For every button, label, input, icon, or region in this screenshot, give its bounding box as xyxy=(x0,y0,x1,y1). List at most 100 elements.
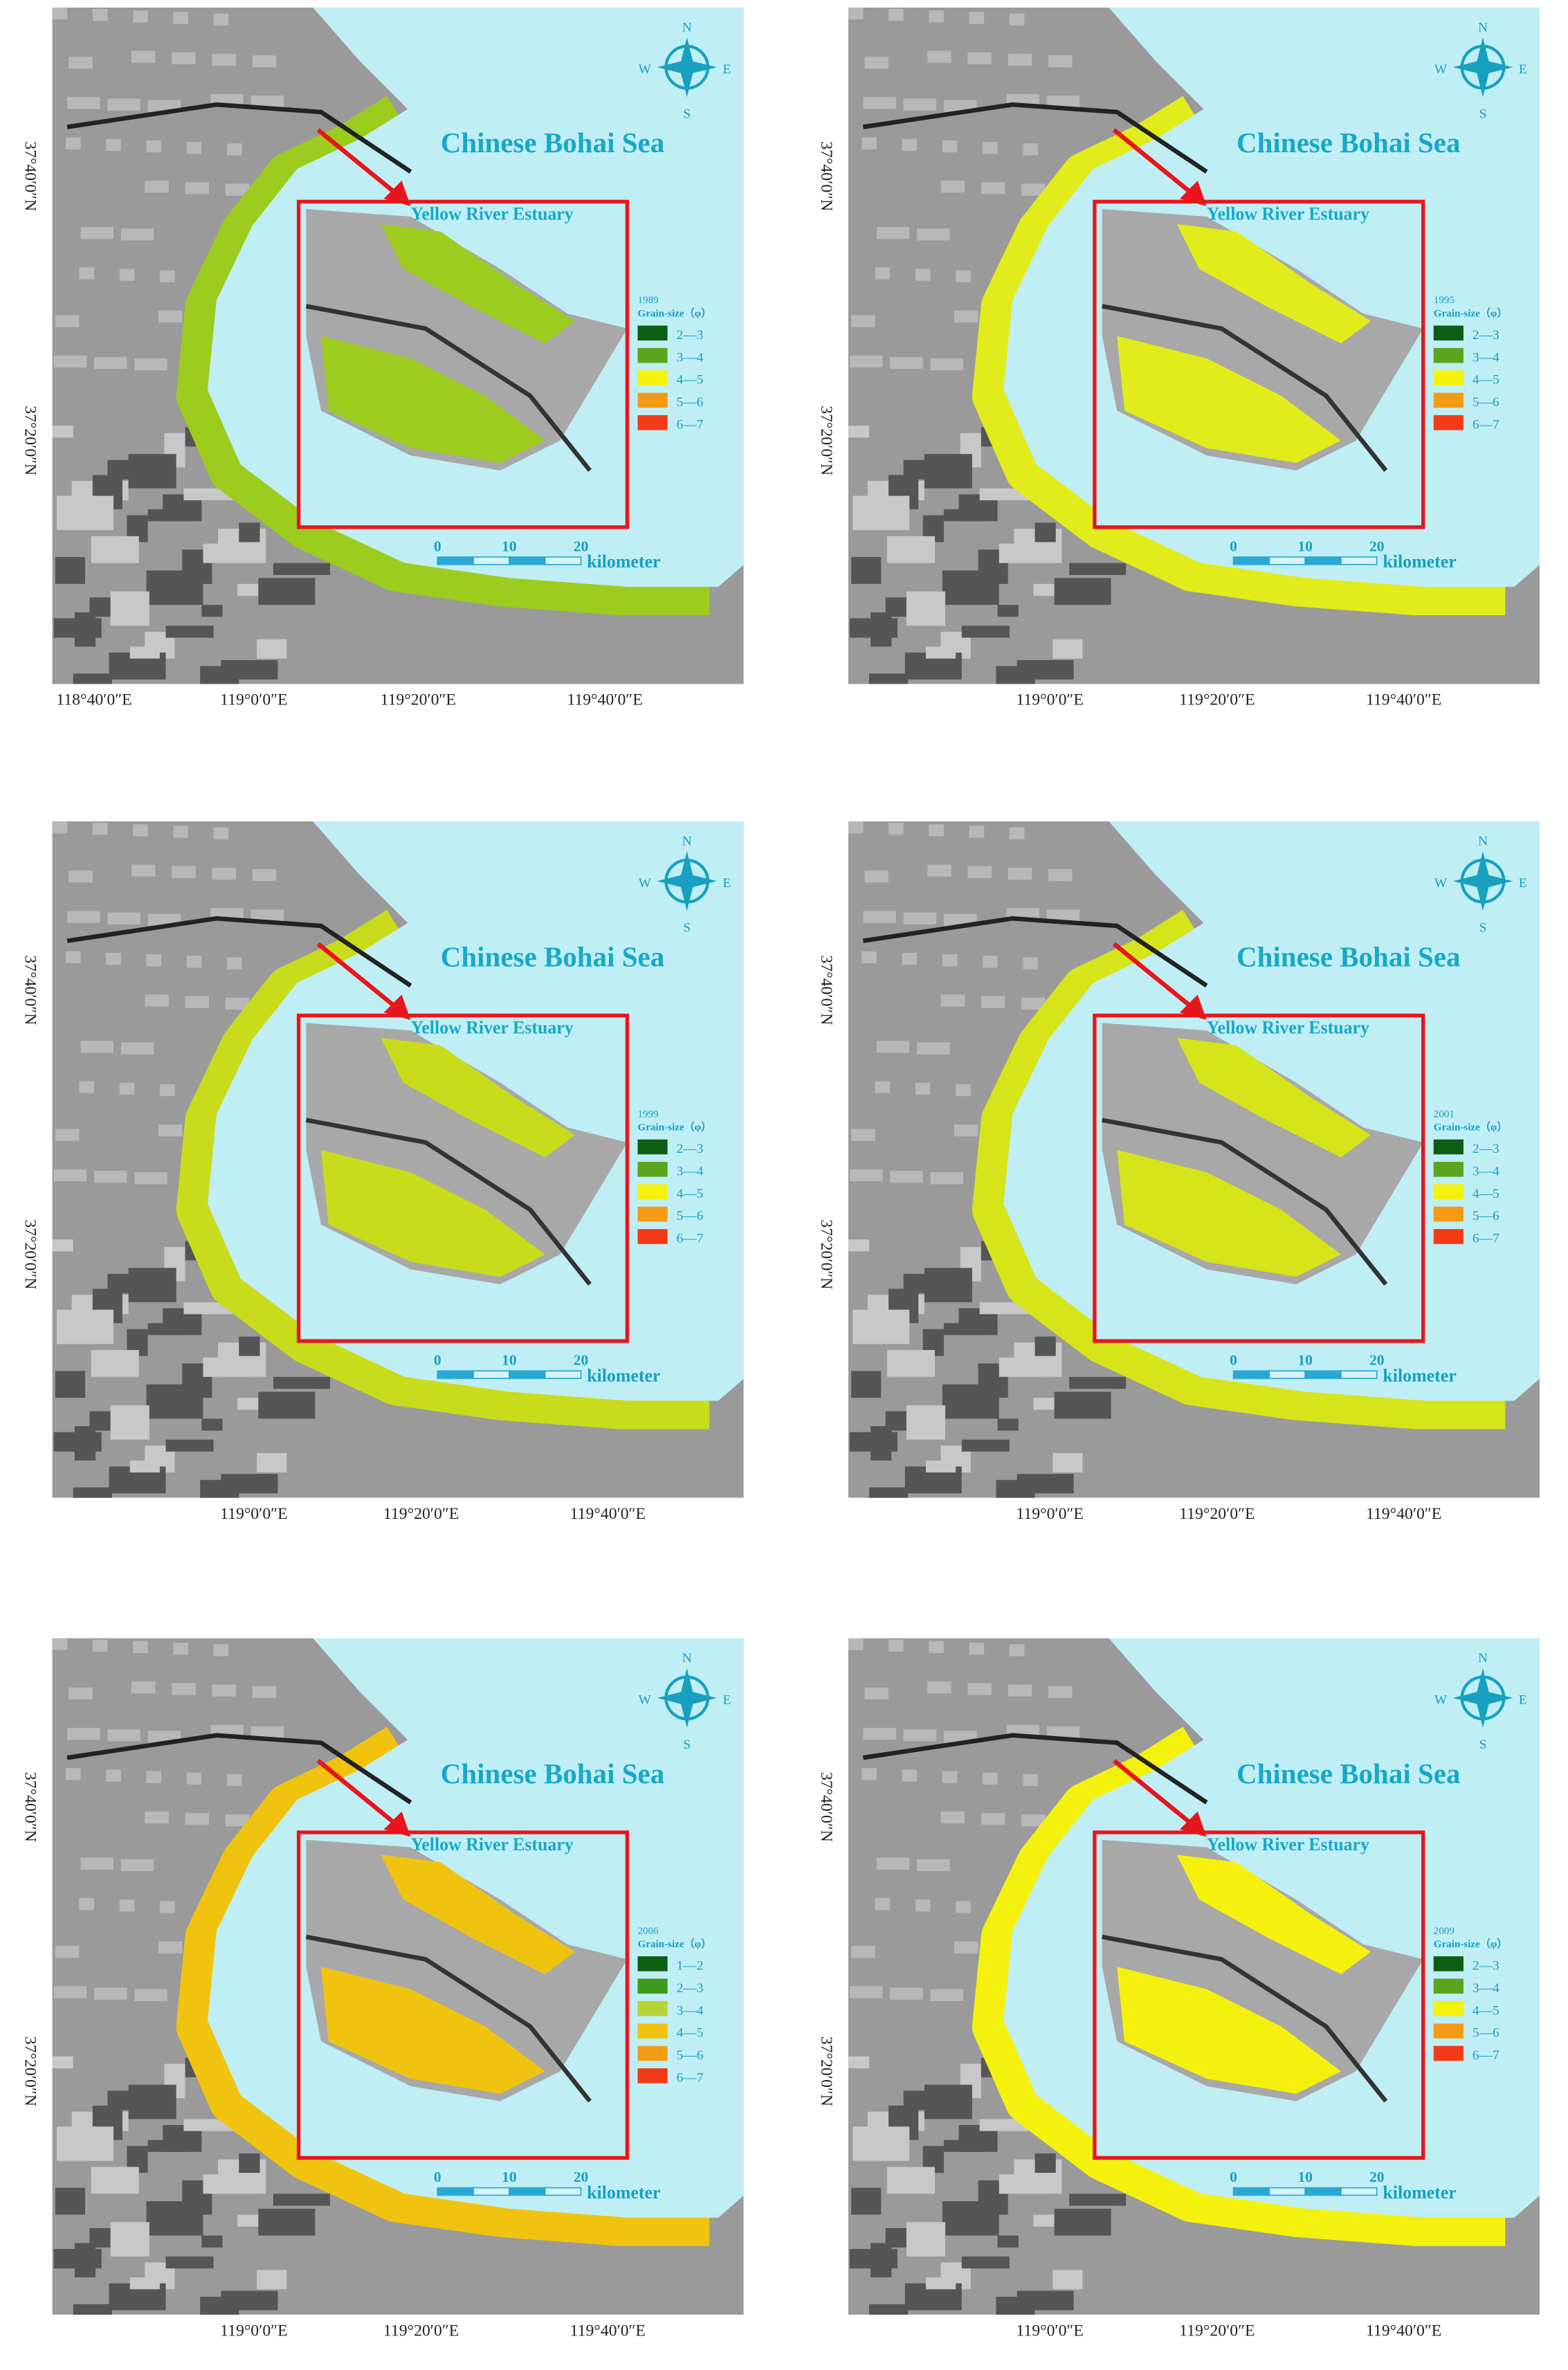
inset-frame xyxy=(296,1830,630,2160)
land-texture xyxy=(55,315,80,327)
scale-tick: 10 xyxy=(1297,1352,1313,1369)
land-texture xyxy=(57,1309,114,1344)
scale-segment xyxy=(1304,2187,1342,2196)
land-texture xyxy=(1009,827,1025,839)
scale-tick: 10 xyxy=(1297,538,1313,554)
land-texture xyxy=(158,310,183,323)
compass-label: S xyxy=(1479,921,1487,936)
land-texture xyxy=(57,495,114,531)
land-texture xyxy=(969,12,985,24)
legend-label: 2—3 xyxy=(677,1981,704,1996)
inset-river xyxy=(1102,304,1388,472)
scale-unit: kilometer xyxy=(1383,2182,1456,2203)
land-texture xyxy=(1046,95,1080,108)
legend-label: 5—6 xyxy=(1473,395,1499,410)
land-texture xyxy=(147,509,187,522)
latitude-label: 37°20′0″N xyxy=(21,1219,39,1289)
scale-segment xyxy=(473,2187,510,2196)
land-texture xyxy=(1054,1392,1111,1419)
legend-label: 5—6 xyxy=(1473,2026,1499,2041)
scale-tick: 20 xyxy=(574,2169,589,2185)
land-texture xyxy=(146,1384,203,1419)
land-texture xyxy=(930,358,963,371)
land-texture xyxy=(239,522,260,543)
land-texture xyxy=(927,864,951,877)
land-texture xyxy=(227,143,242,156)
legend-heading: Grain-size（φ） xyxy=(638,1121,712,1133)
longitude-label: 119°40′0″E xyxy=(1366,691,1441,709)
arrow xyxy=(316,942,401,1012)
land-texture xyxy=(147,1323,187,1336)
land-texture xyxy=(961,2256,1010,2269)
land-texture xyxy=(1009,1644,1025,1657)
land-texture xyxy=(954,310,978,323)
compass-label: E xyxy=(723,1693,731,1707)
land-texture xyxy=(967,1683,992,1695)
land-texture xyxy=(52,1638,68,1650)
compass-label: S xyxy=(683,107,691,122)
land-texture xyxy=(954,1941,978,1953)
land-texture xyxy=(853,495,910,531)
land-texture xyxy=(983,956,998,968)
land-texture xyxy=(862,951,877,964)
land-texture xyxy=(134,1989,167,2001)
land-texture xyxy=(903,912,937,924)
land-texture xyxy=(201,605,223,617)
land-texture xyxy=(853,1309,910,1344)
legend-swatch xyxy=(1433,1206,1464,1222)
legend-swatch xyxy=(1433,370,1464,385)
inset-deposit xyxy=(320,1967,545,2094)
land-texture xyxy=(886,536,935,563)
land-texture xyxy=(239,1336,260,1356)
land-texture xyxy=(213,1644,229,1657)
land-texture xyxy=(74,1426,96,1461)
inset xyxy=(296,199,630,529)
legend-label: 3—4 xyxy=(677,2003,704,2018)
legend-label: 6—7 xyxy=(677,1232,704,1246)
legend-label: 1—2 xyxy=(677,1959,704,1974)
land-texture xyxy=(145,1811,169,1824)
land-texture xyxy=(999,2174,1047,2194)
compass-star xyxy=(1452,37,1513,98)
land-texture xyxy=(915,1082,931,1095)
latitude-label: 37°40′0″N xyxy=(21,955,39,1025)
scale-tick: 20 xyxy=(1369,2169,1385,2185)
land-texture xyxy=(80,1857,114,1870)
scale-tick: 0 xyxy=(434,2169,441,2185)
compass-label: W xyxy=(639,876,652,891)
legend-label: 4—5 xyxy=(677,2026,704,2041)
land-texture xyxy=(926,2277,956,2290)
inset-deposit xyxy=(381,1854,575,1975)
compass-label: E xyxy=(723,876,731,891)
land-texture xyxy=(981,182,1005,194)
land-texture xyxy=(92,9,108,21)
arrow xyxy=(1112,1758,1196,1828)
land-texture xyxy=(173,1642,188,1655)
land-texture xyxy=(128,2084,176,2120)
scale-unit: kilometer xyxy=(587,552,660,572)
map-panel: Yellow River Estuary Chinese Bohai Sea N E S… xyxy=(21,821,744,1523)
land-texture xyxy=(875,1081,891,1093)
inset-frame xyxy=(1093,1830,1425,2160)
land-texture xyxy=(91,2167,139,2194)
land-texture xyxy=(942,570,999,605)
compass-label: N xyxy=(1478,835,1488,849)
land-texture xyxy=(69,1687,93,1699)
longitude-label: 119°20′0″E xyxy=(1179,1505,1255,1523)
land-texture xyxy=(119,268,135,281)
land-texture xyxy=(1008,1684,1032,1697)
land-texture xyxy=(129,2277,160,2290)
land-texture xyxy=(851,1129,875,1141)
land-texture xyxy=(929,10,944,23)
land-texture xyxy=(999,1357,1047,1377)
longitude-label: 119°20′0″E xyxy=(1179,2322,1255,2340)
land-texture xyxy=(848,821,864,834)
scale-unit: kilometer xyxy=(587,2182,660,2203)
land-texture xyxy=(864,870,889,883)
land-texture xyxy=(888,1639,904,1652)
map-panel: Yellow River Estuary Chinese Bohai Sea N E S… xyxy=(817,7,1540,709)
latitude-label: 37°20′0″N xyxy=(817,405,835,475)
inset xyxy=(1093,1013,1425,1343)
land-texture xyxy=(1017,2290,1074,2310)
land-texture xyxy=(258,2208,316,2236)
